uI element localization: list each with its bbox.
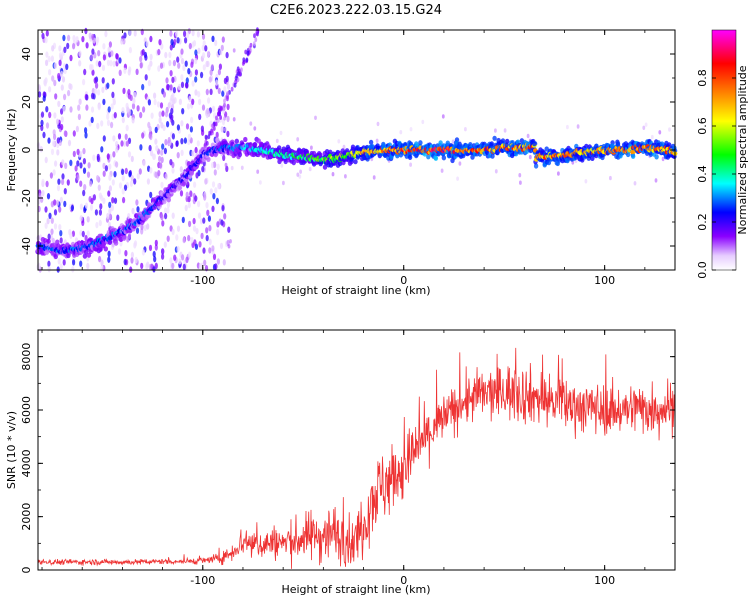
colorbar: 0.0 0.2 0.4 0.6 0.8 Normalized spectral ampl… — [696, 29, 749, 279]
spectrogram-x-label: Height of straight line (km) — [281, 284, 430, 297]
y-tick-label: 0 — [20, 567, 33, 574]
x-tick-label: -100 — [190, 574, 215, 587]
snr-y-label: SNR (10 * v/v) — [5, 411, 18, 489]
colorbar-gradient — [711, 29, 737, 271]
colorbar-tick-label: 0.6 — [696, 117, 709, 135]
snr-series-line — [37, 347, 676, 569]
y-tick-label: -40 — [20, 237, 33, 255]
x-tick-label: 100 — [594, 574, 615, 587]
spectrogram-y-label: Frequency (Hz) — [5, 109, 18, 192]
snr-x-ticks: -100 0 100 — [41, 330, 646, 587]
spectrogram-y-ticks: -40 -20 0 20 40 — [20, 29, 675, 271]
colorbar-tick-label: 0.2 — [696, 213, 709, 231]
y-tick-label: 2000 — [20, 503, 33, 531]
snr-y-ticks: 0 2000 4000 6000 8000 — [20, 329, 675, 574]
colorbar-tick-label: 0.0 — [696, 261, 709, 279]
y-tick-label: 8000 — [20, 343, 33, 371]
colorbar-ticks: 0.0 0.2 0.4 0.6 0.8 — [696, 69, 736, 279]
colorbar-tick-label: 0.4 — [696, 165, 709, 183]
x-tick-label: 0 — [400, 574, 407, 587]
y-tick-label: 0 — [20, 147, 33, 154]
y-tick-label: 20 — [20, 95, 33, 109]
y-tick-label: 6000 — [20, 396, 33, 424]
y-tick-label: 40 — [20, 47, 33, 61]
spectrogram-panel: -100 0 100 -40 -20 0 20 40 Height of straight … — [5, 27, 678, 297]
spectrogram-x-ticks: -100 0 100 — [41, 30, 646, 287]
x-tick-label: 100 — [594, 274, 615, 287]
colorbar-tick-label: 0.8 — [696, 69, 709, 87]
colorbar-label: Normalized spectral amplitude — [736, 65, 749, 234]
snr-x-label: Height of straight line (km) — [281, 583, 430, 596]
x-tick-label: -100 — [190, 274, 215, 287]
snr-frame — [37, 329, 676, 571]
y-tick-label: -20 — [20, 189, 33, 207]
chart-title: C2E6.2023.222.03.15.G24 — [270, 3, 442, 18]
y-tick-label: 4000 — [20, 449, 33, 477]
spectrogram-ridge — [35, 135, 678, 260]
x-tick-label: 0 — [400, 274, 407, 287]
